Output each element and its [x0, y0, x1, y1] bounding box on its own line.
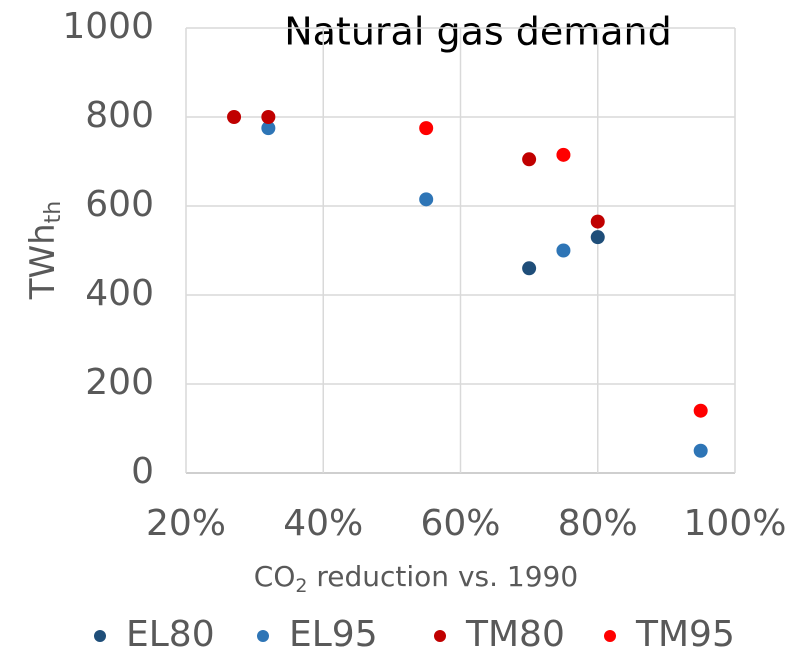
x-axis-label: CO2 reduction vs. 1990 — [254, 560, 578, 597]
y-tick-label: 400 — [85, 273, 154, 314]
x-tick-label: 20% — [146, 503, 226, 544]
x-tick-label: 100% — [684, 503, 787, 544]
x-tick-label: 40% — [283, 503, 363, 544]
x-tick-label: 80% — [558, 503, 638, 544]
point — [419, 121, 434, 136]
point — [556, 243, 571, 258]
y-tick-label: 200 — [85, 362, 154, 403]
legend-marker — [94, 630, 106, 642]
legend-label: TM95 — [635, 614, 735, 653]
legend-label: EL80 — [126, 614, 215, 653]
y-tick-label: 800 — [85, 95, 154, 136]
point — [590, 230, 605, 245]
point — [556, 147, 571, 162]
point — [693, 403, 708, 418]
y-tick-label: 1000 — [62, 6, 154, 47]
point — [590, 214, 605, 229]
point — [693, 443, 708, 458]
legend-marker — [257, 630, 269, 642]
legend-marker — [434, 630, 446, 642]
y-axis-label: TWhth — [23, 201, 67, 301]
point — [261, 110, 276, 124]
point — [522, 152, 537, 167]
point — [227, 110, 242, 124]
legend-label: EL95 — [289, 614, 378, 653]
y-tick-label: 600 — [85, 184, 154, 225]
legend-label: TM80 — [465, 614, 565, 653]
point — [522, 261, 537, 276]
point — [261, 121, 276, 136]
chart-title: Natural gas demand — [284, 10, 672, 54]
y-tick-label: 0 — [131, 451, 154, 492]
legend-marker — [604, 630, 616, 642]
point — [419, 192, 434, 207]
x-tick-label: 60% — [420, 503, 500, 544]
